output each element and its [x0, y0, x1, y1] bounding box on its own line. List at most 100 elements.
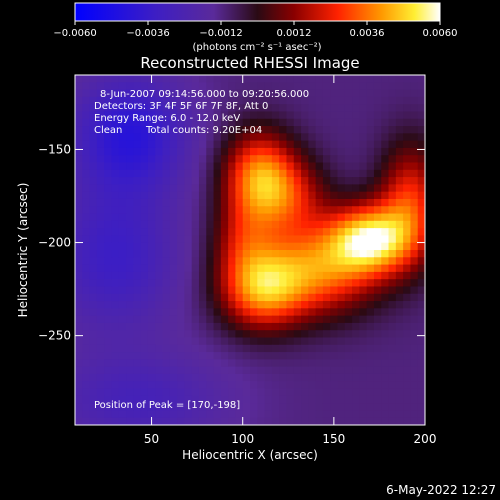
heatmap-cell: [177, 330, 185, 339]
heatmap-cell: [191, 359, 200, 368]
heatmap-cell: [257, 111, 266, 120]
heatmap-cell: [417, 118, 425, 127]
heatmap-cell: [75, 235, 83, 244]
heatmap-cell: [417, 344, 425, 353]
heatmap-cell: [147, 184, 156, 193]
heatmap-cell: [403, 286, 412, 295]
heatmap-cell: [395, 213, 404, 222]
heatmap-cell: [315, 89, 324, 98]
heatmap-cell: [140, 388, 149, 397]
heatmap-cell: [228, 286, 237, 295]
heatmap-cell: [322, 257, 331, 266]
heatmap-cell: [403, 155, 412, 164]
heatmap-cell: [322, 82, 331, 91]
heatmap-cell: [315, 250, 324, 258]
heatmap-cell: [140, 177, 149, 185]
heatmap-cell: [359, 162, 368, 171]
heatmap-cell: [395, 359, 404, 368]
heatmap-cell: [89, 206, 98, 215]
heatmap-cell: [140, 140, 149, 149]
heatmap-cell: [373, 89, 382, 98]
heatmap-cell: [381, 126, 390, 134]
heatmap-cell: [250, 388, 258, 397]
heatmap-cell: [293, 337, 302, 346]
heatmap-cell: [322, 286, 331, 295]
heatmap-cell: [293, 75, 302, 83]
heatmap-cell: [184, 344, 193, 353]
heatmap-cell: [388, 213, 397, 222]
heatmap-cell: [118, 191, 127, 200]
heatmap-cell: [279, 286, 288, 295]
heatmap-cell: [162, 388, 171, 397]
heatmap-cell: [162, 126, 171, 134]
heatmap-cell: [410, 337, 419, 346]
heatmap-cell: [359, 177, 368, 185]
heatmap-cell: [155, 75, 164, 83]
heatmap-cell: [257, 308, 266, 317]
heatmap-cell: [235, 330, 244, 339]
heatmap-cell: [257, 410, 266, 419]
heatmap-cell: [75, 198, 83, 207]
heatmap-cell: [250, 366, 258, 375]
heatmap-cell: [257, 322, 266, 331]
heatmap-cell: [337, 228, 346, 237]
heatmap-cell: [403, 337, 412, 346]
heatmap-cell: [169, 322, 178, 331]
heatmap-cell: [257, 344, 266, 353]
heatmap-cell: [417, 337, 425, 346]
heatmap-cell: [198, 126, 207, 134]
heatmap-cell: [75, 264, 83, 273]
heatmap-cell: [250, 315, 258, 324]
heatmap-cell: [330, 381, 339, 390]
heatmap-cell: [271, 242, 280, 251]
heatmap-cell: [213, 359, 222, 368]
heatmap-cell: [184, 242, 193, 251]
heatmap-cell: [286, 264, 295, 273]
heatmap-cell: [213, 133, 222, 142]
heatmap-cell: [140, 242, 149, 251]
heatmap-cell: [89, 177, 98, 185]
heatmap-cell: [395, 264, 404, 273]
heatmap-cell: [322, 366, 331, 375]
heatmap-cell: [242, 293, 251, 302]
heatmap-cell: [293, 403, 302, 412]
heatmap-cell: [169, 75, 178, 83]
heatmap-cell: [235, 388, 244, 397]
heatmap-cell: [337, 198, 346, 207]
heatmap-cell: [359, 388, 368, 397]
heatmap-cell: [250, 213, 258, 222]
heatmap-cell: [133, 75, 142, 83]
heatmap-cell: [315, 82, 324, 91]
heatmap-cell: [330, 271, 339, 280]
heatmap-cell: [301, 89, 309, 98]
heatmap-cell: [395, 126, 404, 134]
heatmap-cell: [126, 352, 134, 360]
heatmap-cell: [359, 228, 368, 237]
heatmap-cell: [104, 257, 113, 266]
heatmap-cell: [315, 75, 324, 83]
heatmap-cell: [177, 293, 185, 302]
heatmap-cell: [220, 286, 229, 295]
heatmap-cell: [89, 315, 98, 324]
heatmap-cell: [417, 213, 425, 222]
heatmap-cell: [235, 104, 244, 113]
heatmap-cell: [330, 89, 339, 98]
heatmap-cell: [242, 395, 251, 404]
heatmap-cell: [410, 133, 419, 142]
heatmap-cell: [177, 235, 185, 244]
heatmap-cell: [381, 417, 390, 425]
heatmap-cell: [162, 337, 171, 346]
heatmap-cell: [235, 162, 244, 171]
heatmap-cell: [206, 366, 215, 375]
heatmap-cell: [111, 257, 120, 266]
heatmap-cell: [293, 162, 302, 171]
heatmap-cell: [315, 235, 324, 244]
heatmap-cell: [177, 228, 185, 237]
heatmap-cell: [366, 96, 375, 105]
heatmap-cell: [330, 111, 339, 120]
heatmap-cell: [228, 264, 237, 273]
heatmap-cell: [271, 308, 280, 317]
colorbar-tick-label: 0.0060: [423, 28, 458, 39]
heatmap-cell: [373, 104, 382, 113]
heatmap-cell: [177, 140, 185, 149]
